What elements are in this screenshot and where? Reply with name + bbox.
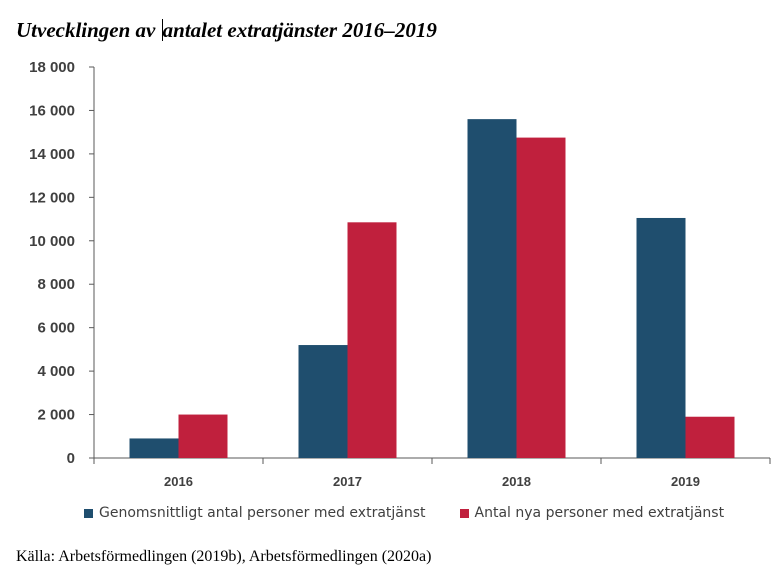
legend-label-series-1: Genomsnittligt antal personer med extrat…: [99, 505, 426, 521]
y-tick-label: 4 000: [37, 363, 75, 380]
x-category-label: 2019: [671, 474, 700, 489]
bar-2019-series-1: [636, 217, 686, 458]
y-tick-label: 0: [67, 450, 75, 467]
legend-label-series-2: Antal nya personer med extratjänst: [474, 505, 725, 521]
bar-2018-series-1: [467, 119, 517, 458]
bar-2017-series-2: [347, 222, 397, 458]
chart-title-part-2: antalet extratjänster 2016–2019: [162, 18, 437, 42]
y-tick-label: 2 000: [37, 407, 75, 424]
chart-title: Utvecklingen av antalet extratjänster 20…: [16, 18, 437, 43]
chart-legend: Genomsnittligt antal personer med extrat…: [84, 505, 724, 521]
chart-title-part-1: Utvecklingen av: [16, 18, 161, 42]
bar-2016-series-2: [178, 414, 228, 458]
bar-chart: 0 2 000 4 000 6 000 8 000 10 000 12 000 14 000 1…: [29, 59, 771, 489]
source-note: Källa: Arbetsförmedlingen (2019b), Arbet…: [16, 548, 432, 565]
y-tick-label: 6 000: [37, 320, 75, 337]
bar-2016-series-1: [129, 438, 179, 458]
bar-2017-series-1: [298, 345, 348, 458]
legend-item-series-1: Genomsnittligt antal personer med extrat…: [84, 505, 426, 521]
x-category-label: 2016: [164, 474, 193, 489]
text-cursor-icon: [161, 19, 163, 41]
y-tick-label: 16 000: [29, 102, 75, 119]
bar-2019-series-2: [685, 416, 735, 458]
y-tick-label: 14 000: [29, 146, 75, 163]
y-tick-label: 10 000: [29, 233, 75, 250]
bar-2018-series-2: [516, 137, 566, 458]
legend-item-series-2: Antal nya personer med extratjänst: [459, 505, 725, 521]
legend-swatch-series-1: [84, 508, 93, 518]
x-category-label: 2018: [502, 474, 531, 489]
y-tick-label: 12 000: [29, 189, 75, 206]
legend-swatch-series-2: [459, 508, 469, 518]
y-tick-label: 8 000: [37, 276, 75, 293]
y-tick-label: 18 000: [29, 59, 75, 76]
x-category-label: 2017: [333, 474, 362, 489]
